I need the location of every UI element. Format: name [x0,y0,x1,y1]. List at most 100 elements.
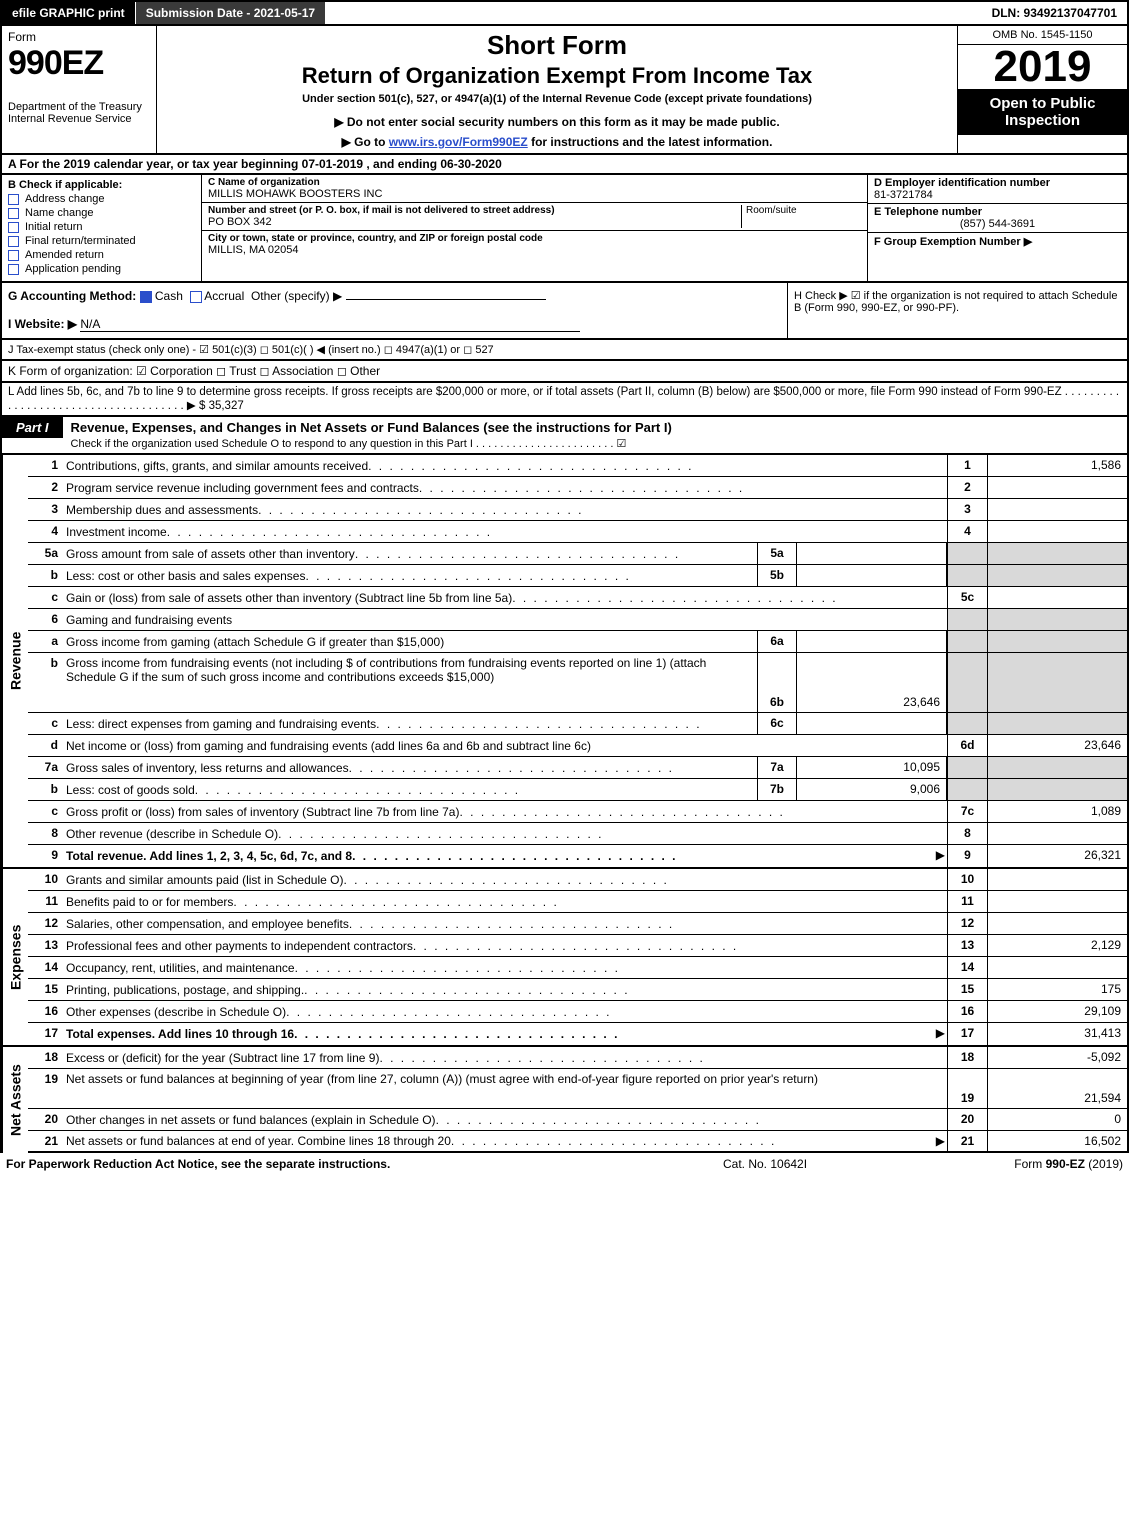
goto-prefix: ▶ Go to [342,135,389,149]
linetxt: Gaming and fundraising events [62,609,947,630]
rightno: 19 [947,1069,987,1108]
line-6d: dNet income or (loss) from gaming and fu… [28,735,1127,757]
rightno: 17 [947,1023,987,1045]
rightno: 3 [947,499,987,520]
chk-initial-return[interactable]: Initial return [8,221,195,233]
lineno: d [28,735,62,756]
goto-instructions: ▶ Go to www.irs.gov/Form990EZ for instru… [165,135,949,149]
title-return: Return of Organization Exempt From Incom… [165,63,949,89]
line-k: K Form of organization: ☑ Corporation ◻ … [0,361,1129,383]
section-b: B Check if applicable: Address change Na… [2,175,202,281]
website-label: I Website: ▶ [8,317,77,331]
line-6: 6Gaming and fundraising events [28,609,1127,631]
rightno-shade [947,543,987,564]
spacer [325,2,981,24]
org-name-cell: C Name of organization MILLIS MOHAWK BOO… [202,175,867,203]
line-9-text: Total revenue. Add lines 1, 2, 3, 4, 5c,… [66,849,352,863]
lineno: b [28,565,62,586]
midno: 6b [757,653,797,712]
irs-link[interactable]: www.irs.gov/Form990EZ [389,135,528,149]
midno: 7b [757,779,797,800]
rightno-shade [947,631,987,652]
line-5b: bLess: cost or other basis and sales exp… [28,565,1127,587]
lineno: 16 [28,1001,62,1022]
accrual-label: Accrual [204,289,244,303]
rightno: 12 [947,913,987,934]
rightval [987,521,1127,542]
expenses-block: Expenses 10Grants and similar amounts pa… [2,869,1127,1047]
line-18: 18Excess or (deficit) for the year (Subt… [28,1047,1127,1069]
chk-address-change[interactable]: Address change [8,193,195,205]
lineno: 14 [28,957,62,978]
ein-value: 81-3721784 [874,189,1121,201]
header-center: Short Form Return of Organization Exempt… [157,26,957,153]
rightval-shade [987,779,1127,800]
open-public-inspection: Open to Public Inspection [958,89,1127,135]
chk-application-pending[interactable]: Application pending [8,263,195,275]
midval: 23,646 [797,653,947,712]
lineno: 12 [28,913,62,934]
part-i-grid: Revenue 1Contributions, gifts, grants, a… [0,455,1129,1153]
chk-final-return[interactable]: Final return/terminated [8,235,195,247]
phone-cell: E Telephone number (857) 544-3691 [868,204,1127,233]
rightval: 23,646 [987,735,1127,756]
linetxt: Gross income from fundraising events (no… [62,653,757,712]
section-b-label: B Check if applicable: [8,179,195,191]
page-footer: For Paperwork Reduction Act Notice, see … [0,1153,1129,1175]
checkbox-checked-icon [140,291,152,303]
title-short-form: Short Form [165,30,949,61]
rightno: 15 [947,979,987,1000]
line-15: 15Printing, publications, postage, and s… [28,979,1127,1001]
lineno: 19 [28,1069,62,1108]
rightval [987,823,1127,844]
line-2: 2Program service revenue including gover… [28,477,1127,499]
expenses-side-label: Expenses [2,869,28,1045]
line-11: 11Benefits paid to or for members11 [28,891,1127,913]
line-14: 14Occupancy, rent, utilities, and mainte… [28,957,1127,979]
lineno: 20 [28,1109,62,1130]
linetxt: Gross profit or (loss) from sales of inv… [62,801,947,822]
chk-name-change[interactable]: Name change [8,207,195,219]
efile-print-button[interactable]: efile GRAPHIC print [2,2,136,24]
lineno: c [28,801,62,822]
rightno-shade [947,565,987,586]
line-j: J Tax-exempt status (check only one) - ☑… [0,340,1129,361]
warning-ssn: ▶ Do not enter social security numbers o… [165,115,949,129]
linetxt: Salaries, other compensation, and employ… [62,913,947,934]
linetxt: Other expenses (describe in Schedule O) [62,1001,947,1022]
netassets-block: Net Assets 18Excess or (deficit) for the… [2,1047,1127,1153]
midno: 7a [757,757,797,778]
room-suite-label: Room/suite [741,205,861,228]
linetxt: Printing, publications, postage, and shi… [62,979,947,1000]
top-bar: efile GRAPHIC print Submission Date - 20… [0,0,1129,26]
revenue-block: Revenue 1Contributions, gifts, grants, a… [2,455,1127,869]
line-i: I Website: ▶ N/A [8,317,781,332]
rightval: 2,129 [987,935,1127,956]
other-label: Other (specify) ▶ [251,289,342,303]
line-6a: aGross income from gaming (attach Schedu… [28,631,1127,653]
rightno: 4 [947,521,987,542]
lineno: 9 [28,845,62,867]
city-label: City or town, state or province, country… [208,233,861,244]
linetxt: Gross amount from sale of assets other t… [62,543,757,564]
part-i-header: Part I Revenue, Expenses, and Changes in… [0,417,1129,455]
rightval: 26,321 [987,845,1127,867]
rightno-shade [947,713,987,734]
chk-amended-return[interactable]: Amended return [8,249,195,261]
line-9: 9 Total revenue. Add lines 1, 2, 3, 4, 5c… [28,845,1127,867]
rightno: 2 [947,477,987,498]
rightval-shade [987,565,1127,586]
tax-year: 2019 [958,45,1127,89]
address-value: PO BOX 342 [208,216,741,228]
checkbox-icon [8,222,19,233]
revenue-side-label: Revenue [2,455,28,867]
rightval: 31,413 [987,1023,1127,1045]
rightval [987,913,1127,934]
goto-suffix: for instructions and the latest informat… [528,135,773,149]
line-17: 17Total expenses. Add lines 10 through 1… [28,1023,1127,1045]
lineno: b [28,779,62,800]
linetxt: Grants and similar amounts paid (list in… [62,869,947,890]
form-word: Form [8,30,150,44]
rightval-shade [987,713,1127,734]
rightno: 7c [947,801,987,822]
